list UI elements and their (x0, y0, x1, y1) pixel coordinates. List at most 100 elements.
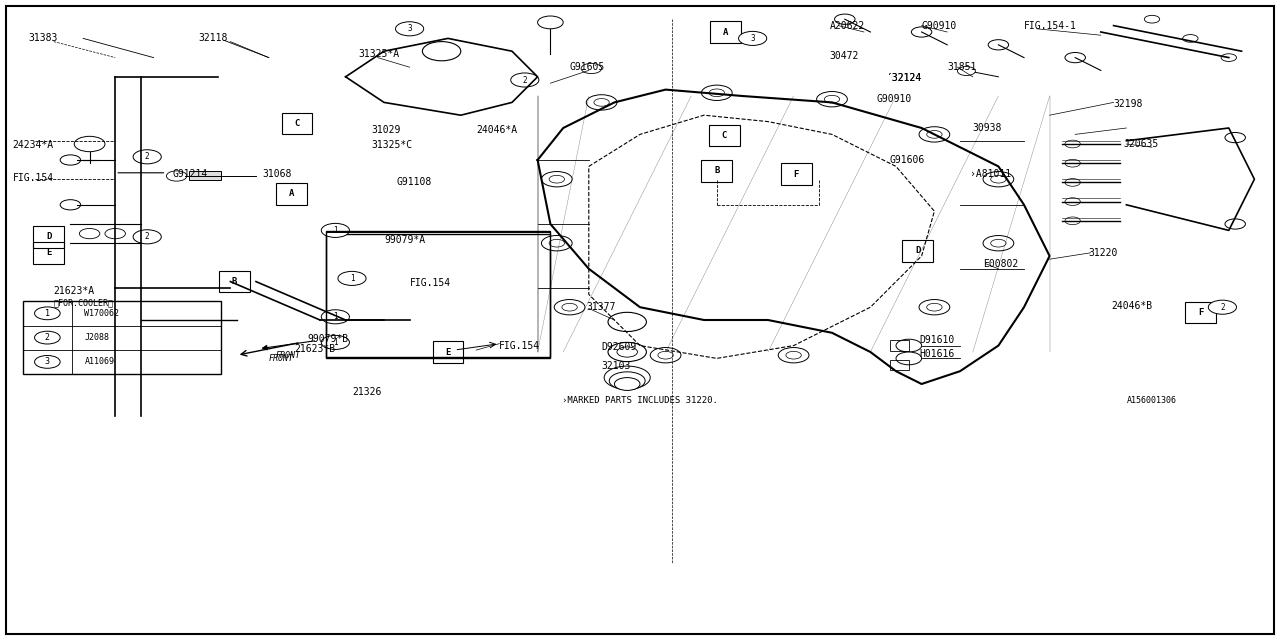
Circle shape (538, 16, 563, 29)
Bar (276, 183, 307, 205)
Circle shape (817, 92, 847, 107)
Circle shape (422, 42, 461, 61)
Circle shape (1065, 179, 1080, 186)
Text: W170062: W170062 (84, 309, 119, 318)
Bar (33, 226, 64, 248)
Circle shape (79, 228, 100, 239)
Text: 31068: 31068 (262, 169, 292, 179)
Circle shape (896, 339, 922, 352)
Text: FRONT: FRONT (275, 351, 301, 360)
Text: C: C (722, 131, 727, 140)
Circle shape (1208, 300, 1236, 314)
Bar (326, 234, 550, 358)
Bar (326, 231, 550, 357)
Text: 30938: 30938 (973, 123, 1002, 133)
Text: 24046*B: 24046*B (1111, 301, 1152, 311)
Circle shape (919, 127, 950, 142)
Text: 2: 2 (522, 76, 527, 84)
Text: 31377: 31377 (586, 302, 616, 312)
Text: A20622: A20622 (829, 20, 865, 31)
Circle shape (911, 27, 932, 37)
Circle shape (650, 348, 681, 363)
Text: J2088: J2088 (84, 333, 110, 342)
Text: 24046*A: 24046*A (476, 125, 517, 135)
Text: 21623*A: 21623*A (54, 286, 95, 296)
Circle shape (338, 271, 366, 285)
Text: G90910: G90910 (922, 20, 957, 31)
Bar (709, 125, 740, 147)
Circle shape (1225, 219, 1245, 229)
Text: 32118: 32118 (198, 33, 228, 44)
Bar (433, 341, 463, 363)
Circle shape (1225, 132, 1245, 143)
Bar (902, 240, 933, 262)
Circle shape (983, 236, 1014, 251)
Text: 21326: 21326 (352, 387, 381, 397)
Text: 1: 1 (333, 226, 338, 235)
Bar (326, 232, 550, 357)
Circle shape (983, 172, 1014, 187)
Circle shape (1183, 35, 1198, 42)
Text: 31383: 31383 (28, 33, 58, 44)
Bar (710, 21, 741, 43)
Text: G91606: G91606 (890, 155, 925, 165)
Text: E: E (445, 348, 451, 356)
Text: 31220: 31220 (1088, 248, 1117, 258)
Circle shape (835, 14, 855, 24)
Text: ′32124: ′32124 (887, 73, 923, 83)
Circle shape (133, 150, 161, 164)
Bar (23, 301, 221, 374)
Text: B: B (714, 166, 719, 175)
Text: 31325*C: 31325*C (371, 140, 412, 150)
Circle shape (957, 67, 975, 76)
Bar (33, 242, 64, 264)
Text: 1: 1 (333, 312, 338, 321)
Text: ′32124: ′32124 (887, 73, 923, 83)
Circle shape (617, 347, 637, 357)
Circle shape (1065, 159, 1080, 167)
Text: G91108: G91108 (397, 177, 433, 188)
Text: ›A81011: ›A81011 (970, 169, 1011, 179)
Circle shape (321, 310, 349, 324)
Circle shape (1065, 140, 1080, 148)
Circle shape (321, 335, 349, 349)
Text: G90910: G90910 (877, 94, 913, 104)
Text: FIG.154: FIG.154 (499, 340, 540, 351)
Text: A: A (723, 28, 728, 36)
Text: FIG.154-1: FIG.154-1 (1024, 20, 1076, 31)
Circle shape (74, 136, 105, 152)
Text: E: E (46, 248, 51, 257)
Circle shape (919, 300, 950, 315)
Text: 30472: 30472 (829, 51, 859, 61)
Text: 3: 3 (750, 34, 755, 43)
Text: B: B (232, 277, 237, 286)
Text: A11069: A11069 (84, 357, 114, 366)
Circle shape (562, 303, 577, 311)
Circle shape (739, 31, 767, 45)
Circle shape (896, 352, 922, 365)
Text: D91610: D91610 (919, 335, 955, 346)
Circle shape (991, 239, 1006, 247)
Circle shape (927, 131, 942, 138)
Circle shape (549, 175, 564, 183)
Bar (890, 360, 909, 370)
Circle shape (824, 95, 840, 103)
Bar (781, 163, 812, 185)
Circle shape (1144, 15, 1160, 23)
Text: A: A (289, 189, 294, 198)
Circle shape (511, 73, 539, 87)
Text: FRONT: FRONT (269, 354, 294, 363)
Circle shape (581, 63, 602, 74)
Circle shape (1065, 52, 1085, 63)
Text: ›MARKED PARTS INCLUDES 31220.: ›MARKED PARTS INCLUDES 31220. (562, 396, 718, 404)
Circle shape (608, 342, 646, 362)
Text: 99079*B: 99079*B (307, 334, 348, 344)
Circle shape (609, 372, 645, 390)
Text: 21623*B: 21623*B (294, 344, 335, 354)
Circle shape (701, 85, 732, 100)
Text: 31325*A: 31325*A (358, 49, 399, 60)
Circle shape (927, 303, 942, 311)
Circle shape (614, 378, 640, 390)
Circle shape (1221, 54, 1236, 61)
Circle shape (396, 22, 424, 36)
